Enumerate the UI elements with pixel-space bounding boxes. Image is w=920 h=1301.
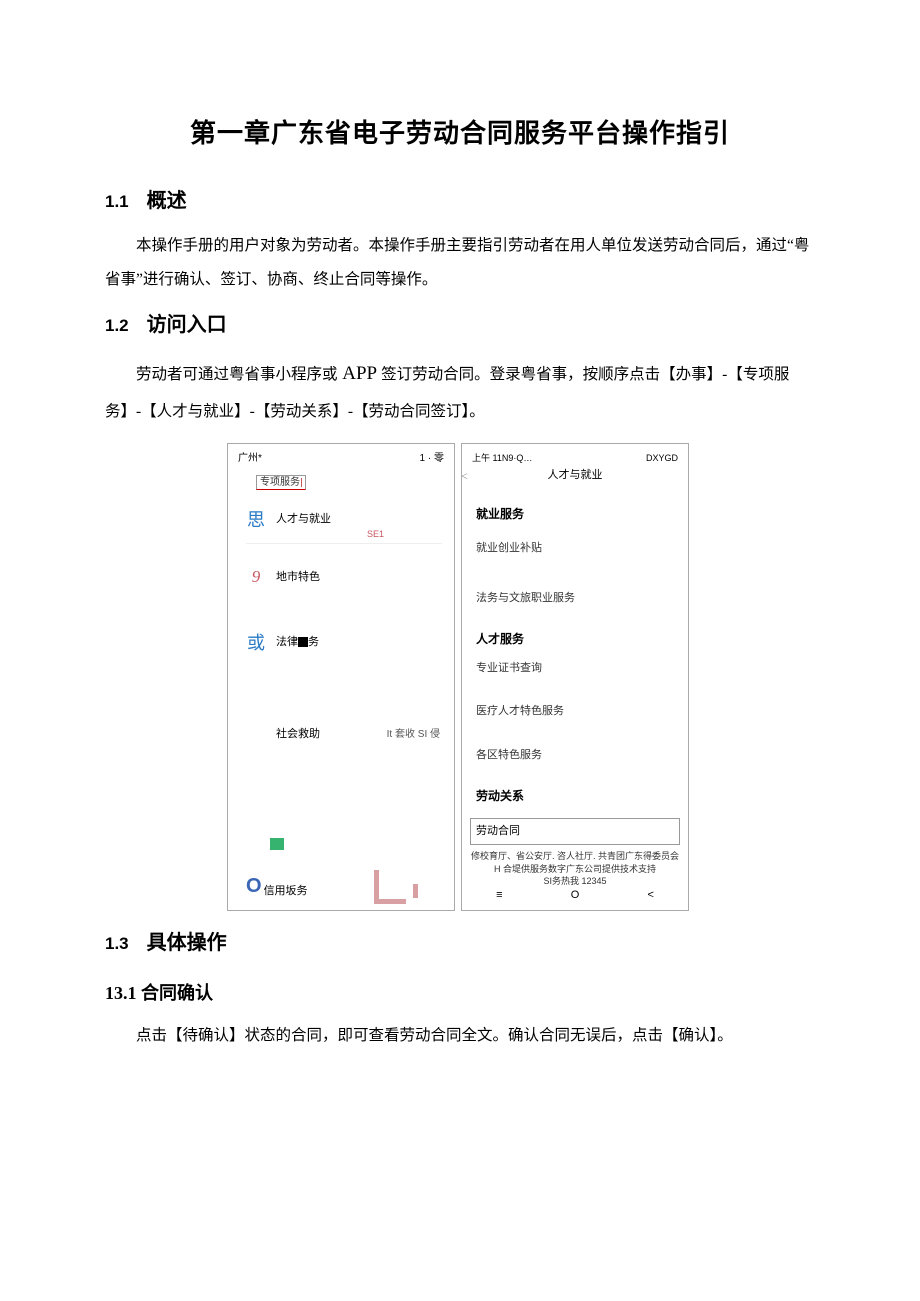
battery-label: DXYGD [646, 450, 678, 466]
item-medical-talent[interactable]: 医疗人才特色服务 [462, 694, 688, 730]
subsection-13-1-para: 点击【待确认】状态的合同，即可查看劳动合同全文。确认合同无误后，点击【确认】。 [105, 1019, 815, 1053]
section-1-2-heading: 1.2 访问入口 [105, 307, 815, 343]
tab-special-services[interactable]: 专项服务 [256, 475, 306, 490]
category-icon: 思 [242, 504, 270, 536]
chapter-title: 第一章广东省电子劳动合同服务平台操作指引 [105, 110, 815, 157]
footer-line: H 合堤供服务数字广东公司提供技术支持 [470, 863, 680, 876]
section-employment: 就业服务 [462, 492, 688, 532]
nav-home-icon[interactable]: O [571, 886, 580, 906]
aux-text: It 套收 SI 侵 [387, 726, 440, 744]
badge-text: SE1 [367, 526, 384, 542]
status-right: 1 · 零 [420, 450, 444, 468]
section-num: 1.3 [105, 934, 129, 953]
decorative-shape-icon [374, 870, 406, 904]
para-frag: 劳动者可通过粤省事小程序或 [136, 366, 338, 383]
redacted-icon [298, 637, 308, 647]
category-label: 社会救助 [276, 725, 320, 745]
category-icon: 或 [242, 627, 270, 659]
subsection-13-1-heading: 13.1 合同确认 [105, 977, 815, 1009]
section-talent: 人才服务 [462, 617, 688, 657]
category-talent[interactable]: 思 人才与就业 SE1 [228, 492, 454, 544]
item-legal-culture[interactable]: 法务与文旅职业服务 [462, 581, 688, 617]
nav-menu-icon[interactable]: ≡ [496, 886, 502, 906]
subsection-text: 合同确认 [141, 983, 213, 1003]
back-icon[interactable]: < [461, 466, 468, 488]
section-text: 具体操作 [147, 932, 227, 954]
title-text: 人才与就业 [548, 469, 603, 481]
para-app: APP [338, 363, 382, 384]
section-1-1-para: 本操作手册的用户对象为劳动者。本操作手册主要指引劳动者在用人单位发送劳动合同后，… [105, 229, 815, 297]
section-text: 访问入口 [147, 314, 227, 336]
section-1-1-heading: 1.1 概述 [105, 183, 815, 219]
section-1-2-para: 劳动者可通过粤省事小程序或 APP 签订劳动合同。登录粤省事，按顺序点击【办事】… [105, 353, 815, 429]
item-cert-query[interactable]: 专业证书查询 [462, 657, 688, 687]
category-label: 信用坂务 [264, 882, 308, 902]
footer-text: 修校育厅、省公安厅. 咨人社厅. 共青团广东得委员会 H 合堤供服务数字广东公司… [470, 850, 680, 888]
section-1-3-heading: 1.3 具体操作 [105, 925, 815, 961]
item-labor-contract[interactable]: 劳动合同 [470, 818, 680, 846]
phone-left: 广州* 1 · 零 专项服务 思 人才与就业 SE1 9 地市特色 或 法律务 … [227, 443, 455, 911]
category-icon: 9 [242, 562, 270, 593]
status-bar: 广州* 1 · 零 [228, 444, 454, 470]
circle-icon: O [246, 868, 262, 904]
screenshot-mock: 广州* 1 · 零 专项服务 思 人才与就业 SE1 9 地市特色 或 法律务 … [227, 443, 693, 911]
category-local[interactable]: 9 地市特色 [228, 550, 454, 601]
section-text: 概述 [147, 190, 187, 212]
phone-right: 上午 11N9·Q… DXYGD < 人才与就业 就业服务 就业创业补贴 法务与… [461, 443, 689, 911]
city-label: 广州* [238, 450, 262, 468]
section-num: 1.1 [105, 192, 129, 211]
caret-icon [301, 478, 302, 487]
item-district-service[interactable]: 各区特色服务 [462, 738, 688, 774]
item-subsidy[interactable]: 就业创业补贴 [462, 531, 688, 567]
time-label: 上午 11N9·Q… [472, 450, 532, 466]
category-label: 地市特色 [276, 568, 320, 588]
android-nav: ≡ O < [462, 886, 688, 906]
category-label: 法律务 [276, 633, 319, 653]
status-bar: 上午 11N9·Q… DXYGD [462, 444, 688, 466]
green-square-icon [270, 838, 284, 850]
section-num: 1.2 [105, 316, 129, 335]
tab-label: 专项服务 [260, 477, 300, 488]
page-title: < 人才与就业 [462, 466, 688, 492]
nav-back-icon[interactable]: < [647, 886, 653, 906]
section-labor-relation: 劳动关系 [462, 774, 688, 814]
phone-left-bottom: O 信用坂务 [228, 838, 454, 904]
footer-line: 修校育厅、省公安厅. 咨人社厅. 共青团广东得委员会 [470, 850, 680, 863]
category-law[interactable]: 或 法律务 [228, 615, 454, 667]
category-credit[interactable]: O 信用坂务 [228, 868, 454, 904]
tab-row: 专项服务 [228, 470, 454, 492]
category-welfare[interactable]: 社会救助 It 套收 SI 侵 [228, 713, 454, 753]
category-label: 人才与就业 [276, 510, 331, 530]
subsection-num: 13.1 [105, 983, 137, 1003]
